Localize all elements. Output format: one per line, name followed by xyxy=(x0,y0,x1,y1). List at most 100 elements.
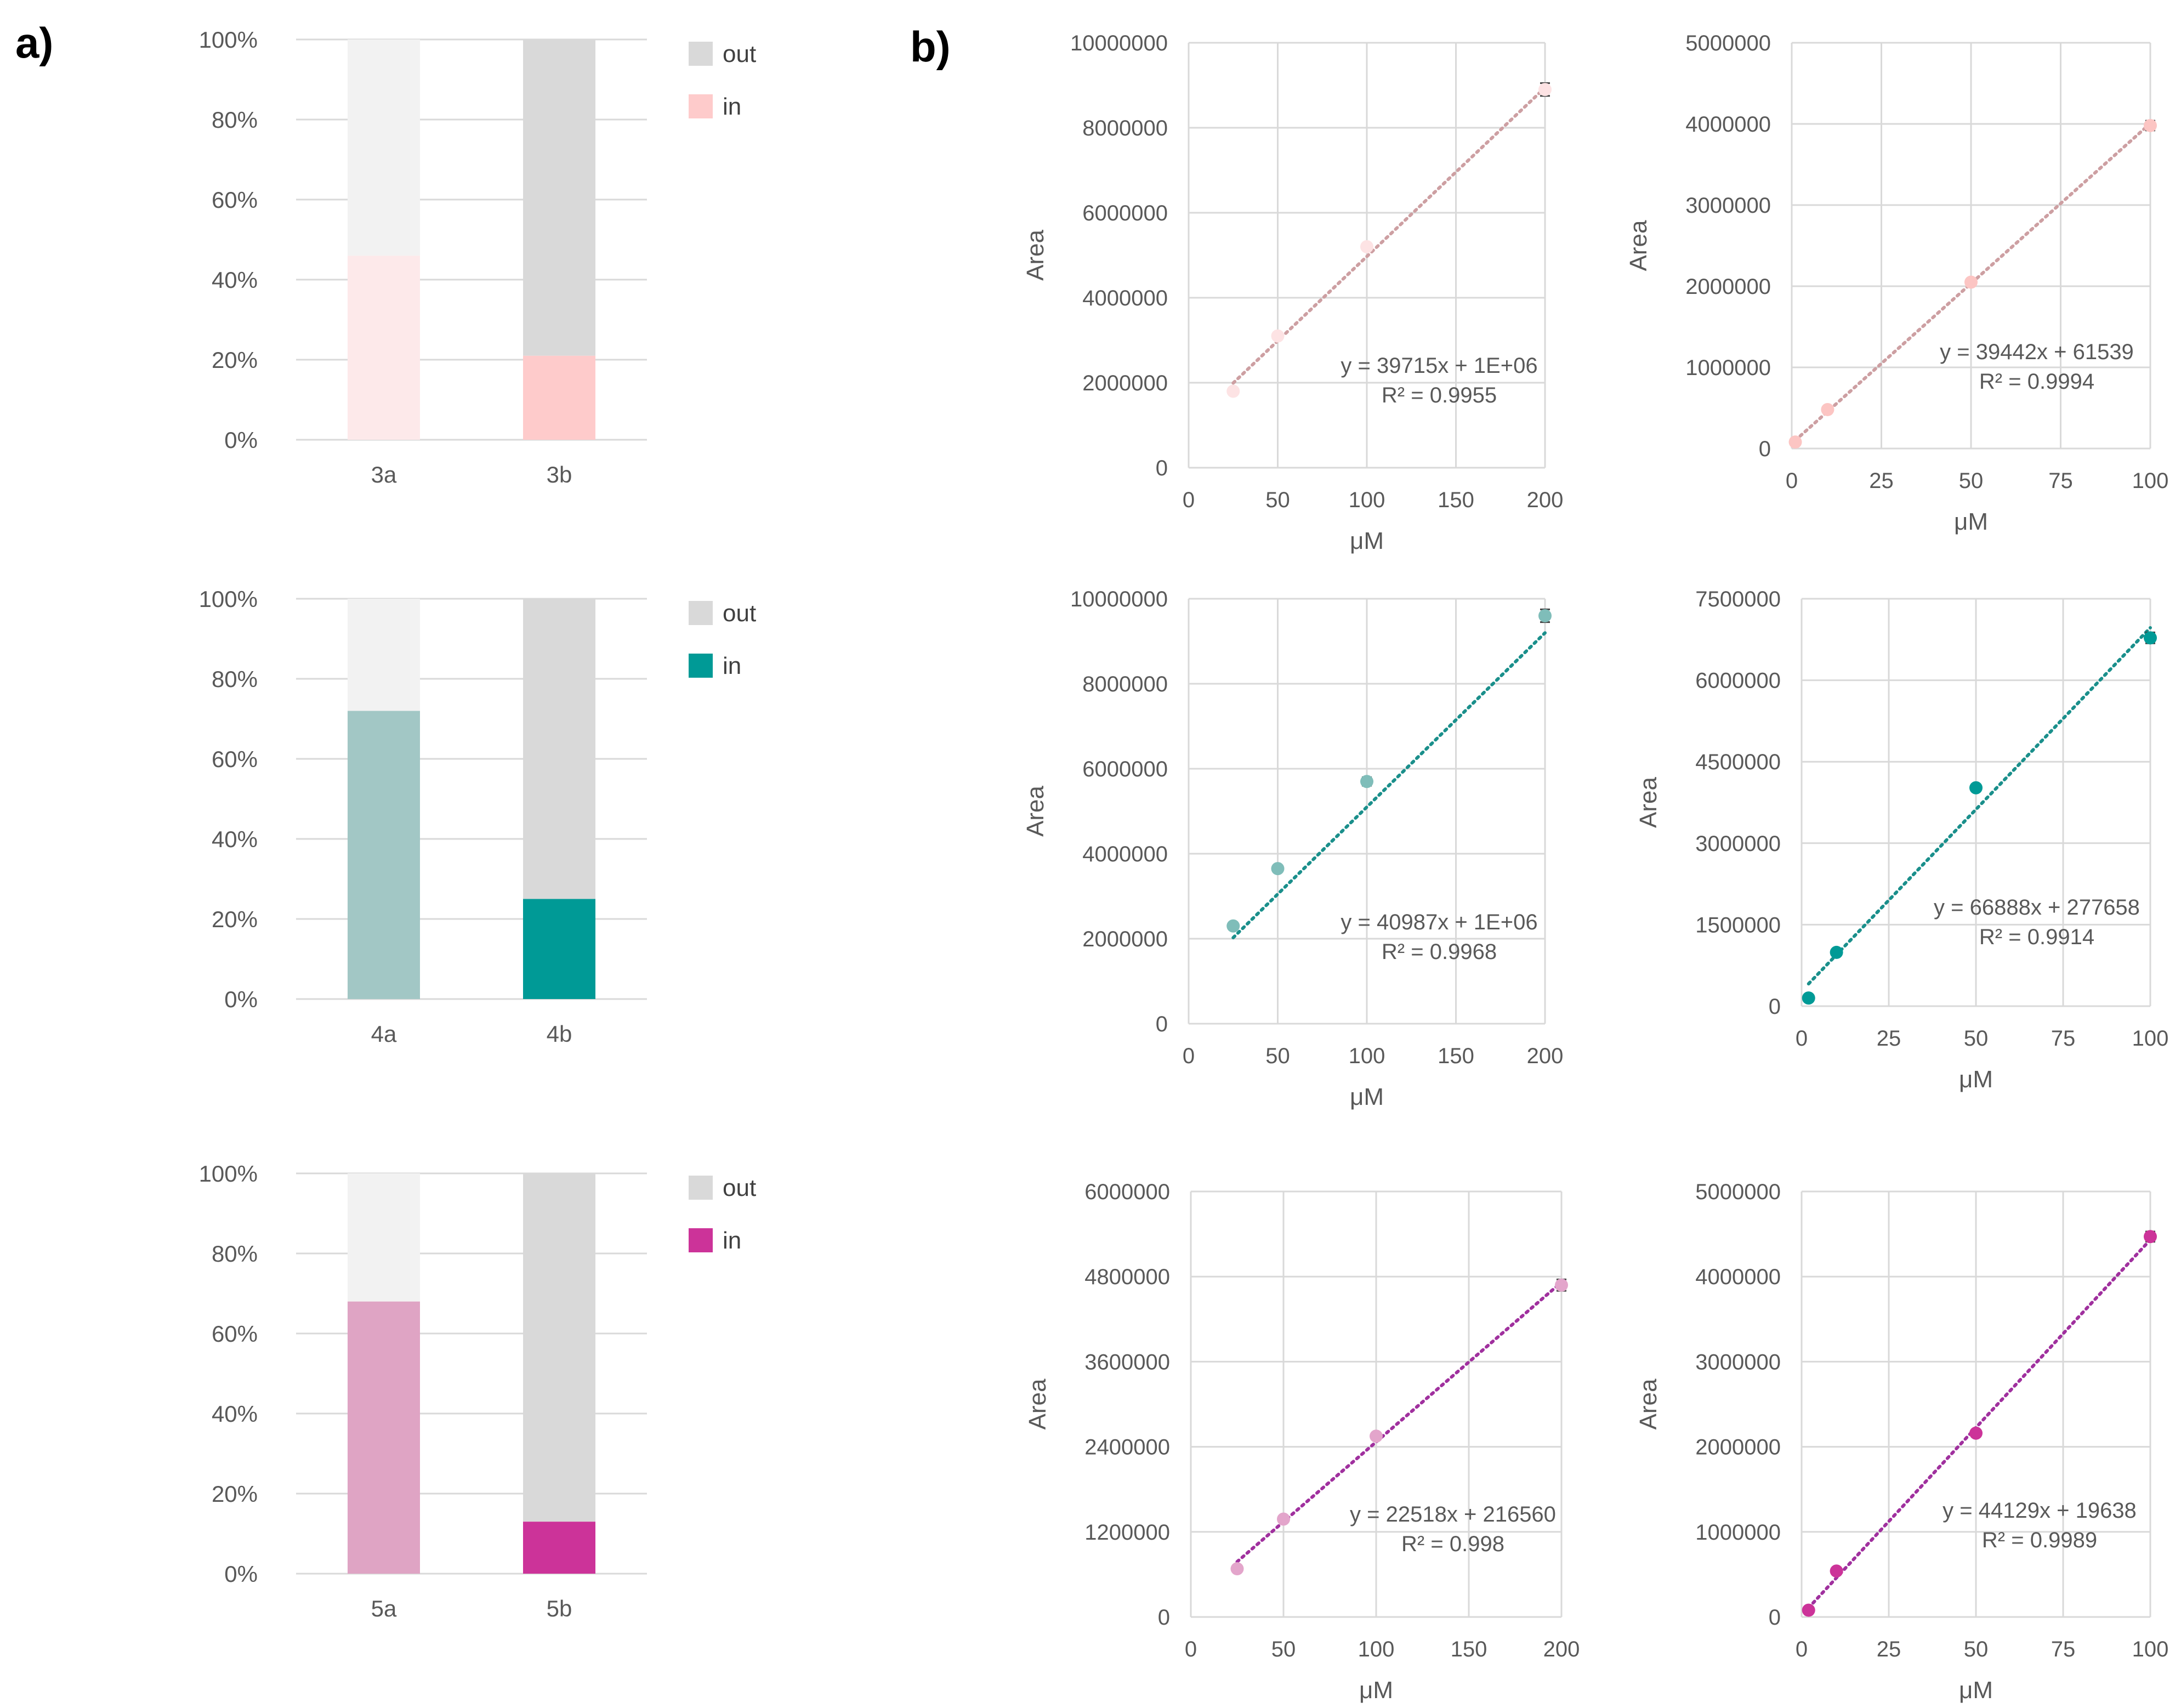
panel-label-a: a) xyxy=(15,19,53,67)
y-tick-label: 0% xyxy=(224,986,258,1012)
legend-label-out: out xyxy=(723,41,756,67)
chart-sc-3b: 0 25 50 75 100 0 1000000 2000000 3000000 4000000 5… xyxy=(1625,31,2168,535)
x-tick-label: 0 xyxy=(1796,1026,1808,1051)
x-tick-label: 0 xyxy=(1796,1637,1808,1661)
x-tick-label: 3b xyxy=(547,462,572,487)
y-tick-label: 80% xyxy=(212,666,258,692)
x-tick-label: 100 xyxy=(2132,1026,2169,1051)
y-axis-label: Area xyxy=(1022,230,1049,281)
y-tick-label: 0 xyxy=(1769,1605,1781,1630)
x-tick-label: 25 xyxy=(1877,1026,1901,1051)
legend-swatch-in xyxy=(689,1228,713,1252)
y-tick-label: 40% xyxy=(212,826,258,852)
bar-3a-out xyxy=(348,39,420,256)
chart-bar-5: 0% 20% 40% 60% 80% 100% 5a 5b out in xyxy=(199,1161,757,1621)
data-point xyxy=(1538,609,1552,622)
x-axis-label: μM xyxy=(1959,1066,1993,1093)
y-tick-label: 80% xyxy=(212,107,258,133)
bar-3b-out xyxy=(523,39,595,356)
y-axis-label: Area xyxy=(1635,1378,1662,1429)
y-tick-label: 1000000 xyxy=(1695,1520,1781,1545)
chart-sc-5b: 0 25 50 75 100 0 1000000 2000000 3000000 4000000 5… xyxy=(1635,1180,2168,1704)
y-tick-label: 60% xyxy=(212,746,258,772)
y-tick-label: 60% xyxy=(212,187,258,213)
y-tick-label: 5000000 xyxy=(1695,1180,1781,1204)
bar-4b-out xyxy=(523,599,595,899)
x-axis-label: μM xyxy=(1959,1677,1993,1704)
x-tick-label: 4b xyxy=(547,1021,572,1047)
y-tick-label: 2000000 xyxy=(1695,1435,1781,1460)
chart-sc-5a: 0 50 100 150 200 0 1200000 2400000 3600000 480000… xyxy=(1024,1180,1580,1704)
legend-label-in: in xyxy=(723,1227,741,1254)
x-tick-label: 100 xyxy=(1349,488,1385,512)
y-tick-label: 3000000 xyxy=(1695,1350,1781,1374)
y-tick-label: 60% xyxy=(212,1321,258,1347)
data-point xyxy=(1969,781,1983,795)
x-tick-label: 5a xyxy=(371,1596,397,1621)
x-tick-label: 5b xyxy=(547,1596,572,1621)
charts-layer: 0% 20% 40% 60% 80% 100% 3a 3b out in 0% 20% 40% 60% 80… xyxy=(199,27,2169,1704)
legend-swatch-out xyxy=(689,1176,713,1200)
data-point xyxy=(1360,775,1373,788)
y-axis-label: Area xyxy=(1625,220,1652,271)
x-tick-label: 50 xyxy=(1265,1044,1290,1068)
x-tick-label: 150 xyxy=(1438,488,1474,512)
chart-sc-4b: 0 25 50 75 100 0 1500000 3000000 4500000 6000000 7… xyxy=(1635,587,2168,1093)
x-tick-label: 200 xyxy=(1527,1044,1564,1068)
trendline xyxy=(1231,86,1547,385)
trendline-r-squared: R² = 0.9994 xyxy=(1979,370,2094,394)
x-axis-label: μM xyxy=(1350,1083,1384,1110)
bar-5a-out xyxy=(348,1173,420,1302)
y-tick-label: 4800000 xyxy=(1084,1265,1170,1289)
y-tick-label: 3000000 xyxy=(1685,194,1771,218)
chart-bar-3: 0% 20% 40% 60% 80% 100% 3a 3b out in xyxy=(199,27,757,487)
panel-label-b: b) xyxy=(910,22,951,71)
y-axis-label: Area xyxy=(1024,1378,1051,1429)
data-point xyxy=(1538,83,1552,97)
y-tick-label: 100% xyxy=(199,27,258,53)
y-tick-label: 10000000 xyxy=(1070,31,1168,55)
bar-4b-in xyxy=(523,899,595,999)
data-point xyxy=(1821,402,1834,416)
x-tick-label: 75 xyxy=(2051,1026,2076,1051)
y-tick-label: 20% xyxy=(212,1481,258,1507)
trendline xyxy=(1807,1238,2152,1610)
x-tick-label: 50 xyxy=(1265,488,1290,512)
y-tick-label: 6000000 xyxy=(1082,757,1168,781)
legend-swatch-in xyxy=(689,654,713,678)
y-tick-label: 3000000 xyxy=(1695,832,1781,856)
x-tick-label: 150 xyxy=(1438,1044,1474,1068)
y-tick-label: 10000000 xyxy=(1070,587,1168,611)
y-tick-label: 2000000 xyxy=(1082,927,1168,951)
x-tick-label: 25 xyxy=(1869,469,1894,493)
trendline-equation: y = 22518x + 216560 xyxy=(1350,1502,1556,1527)
x-tick-label: 0 xyxy=(1185,1637,1197,1661)
y-tick-label: 4000000 xyxy=(1082,842,1168,866)
data-point xyxy=(1360,240,1373,253)
y-tick-label: 4000000 xyxy=(1082,286,1168,310)
y-tick-label: 2400000 xyxy=(1084,1435,1170,1460)
y-tick-label: 100% xyxy=(199,586,258,612)
data-point xyxy=(1964,275,1978,289)
x-tick-label: 50 xyxy=(1964,1637,1989,1661)
x-tick-label: 3a xyxy=(371,462,397,487)
x-tick-label: 50 xyxy=(1271,1637,1296,1661)
x-axis-label: μM xyxy=(1359,1677,1393,1704)
y-tick-label: 0 xyxy=(1156,456,1168,480)
bar-4a-out xyxy=(348,599,420,711)
trendline-r-squared: R² = 0.9914 xyxy=(1979,925,2094,949)
y-tick-label: 3600000 xyxy=(1084,1350,1170,1374)
y-tick-label: 0 xyxy=(1156,1012,1168,1036)
x-tick-label: 100 xyxy=(1349,1044,1385,1068)
x-tick-label: 100 xyxy=(2132,469,2169,493)
x-tick-label: 100 xyxy=(1358,1637,1395,1661)
trendline xyxy=(1235,1280,1563,1564)
y-tick-label: 7500000 xyxy=(1695,587,1781,611)
chart-bar-4: 0% 20% 40% 60% 80% 100% 4a 4b out in xyxy=(199,586,757,1047)
x-tick-label: 50 xyxy=(1959,469,1984,493)
chart-sc-4a: 0 50 100 150 200 0 2000000 4000000 6000000 800000… xyxy=(1022,587,1563,1110)
bar-5b-in xyxy=(523,1522,595,1574)
data-point xyxy=(1830,1564,1843,1578)
data-point xyxy=(1271,329,1285,343)
